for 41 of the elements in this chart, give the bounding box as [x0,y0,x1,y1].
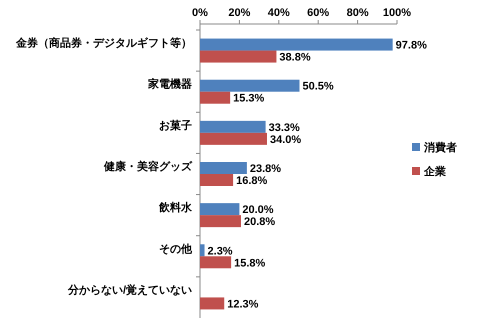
data-label: 97.8% [396,40,428,52]
x-tick-label: 40% [268,7,290,19]
bar [200,297,224,310]
y-tick-label: その他 [159,242,193,256]
bar [200,80,300,92]
bar [200,50,276,63]
bar [200,162,247,174]
bar [200,203,240,216]
data-label: 15.3% [233,92,265,105]
data-label: 38.8% [279,52,311,64]
x-tick-label: 80% [346,7,369,19]
bar [200,132,267,145]
y-tick-label: お菓子 [159,118,192,132]
data-label: 12.3% [227,298,259,310]
data-label: 33.3% [268,122,300,134]
x-tick-label: 60% [307,7,330,19]
bar [200,174,234,186]
data-label: 34.0% [270,134,302,146]
bar [200,256,232,268]
bar [200,38,393,51]
data-label: 2.3% [208,245,233,258]
y-tick-label: 家電機器 [147,78,192,91]
data-label: 15.8% [234,257,266,270]
bar [200,244,205,256]
data-label: 50.5% [302,80,334,93]
legend-label: 消費者 [423,141,457,154]
x-tick-label: 0% [192,7,208,19]
y-tick-label: 健康・美容グッズ [103,160,193,173]
bar [200,92,230,104]
bar [200,120,266,133]
data-label: 20.8% [244,216,276,228]
x-tick-label: 100% [382,7,412,19]
y-tick-label: 飲料水 [158,201,193,214]
y-tick-label: 金券（商品券・デジタルギフト等） [15,36,192,50]
data-label: 20.0% [242,204,274,216]
bar [200,215,241,228]
data-label: 16.8% [236,175,268,187]
x-tick-label: 20% [228,7,251,19]
y-tick-label: 分からない/覚えていない [66,283,192,296]
legend-label: 企業 [423,165,446,178]
data-label: 23.8% [250,163,282,175]
